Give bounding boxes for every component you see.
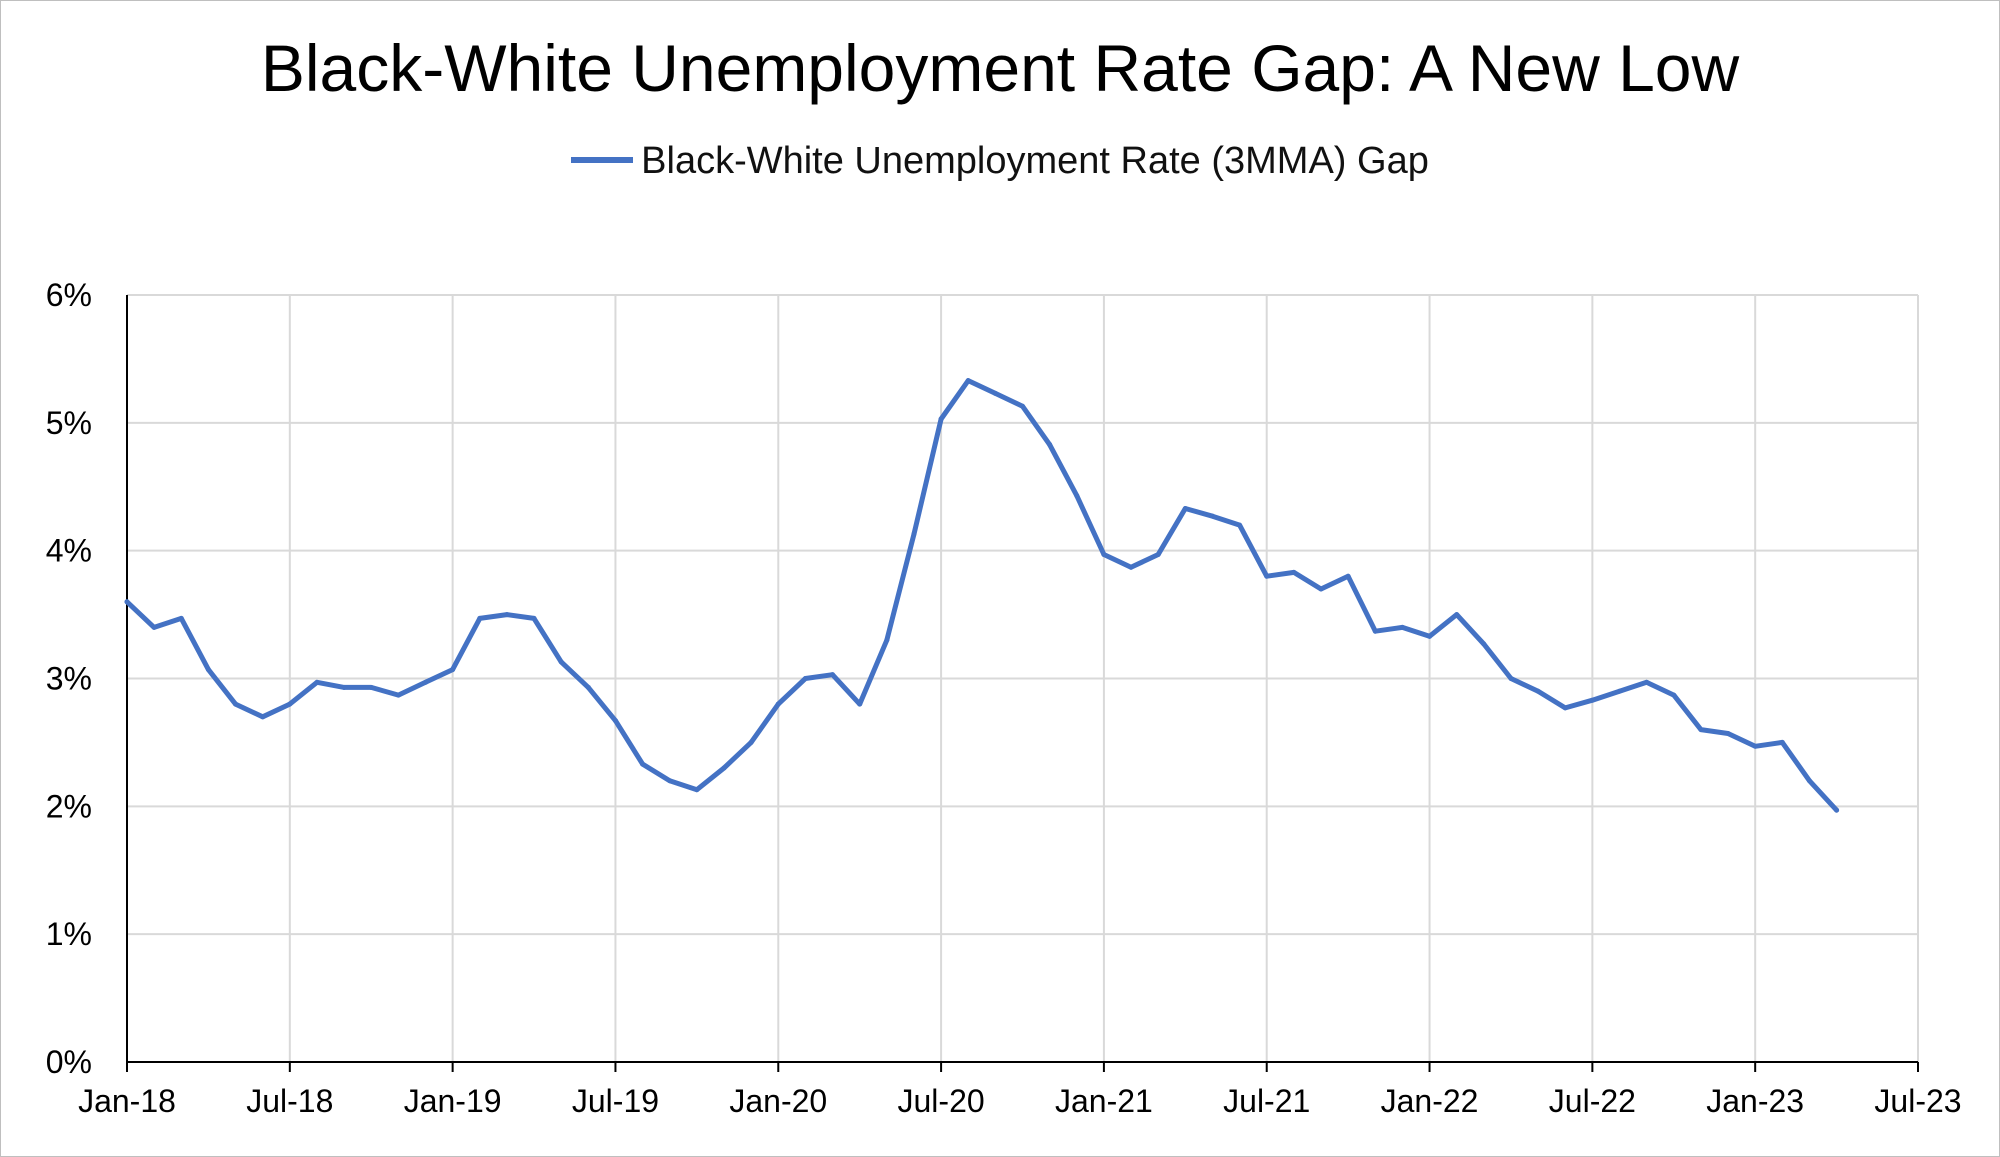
x-tick-label: Jul-18 bbox=[246, 1083, 333, 1119]
data-point bbox=[694, 787, 700, 793]
data-point bbox=[965, 378, 971, 384]
data-point bbox=[341, 684, 347, 690]
y-tick-label: 0% bbox=[46, 1044, 92, 1080]
data-point bbox=[1101, 552, 1107, 558]
data-point bbox=[1155, 552, 1161, 558]
data-point bbox=[1264, 573, 1270, 579]
y-tick-label: 5% bbox=[46, 405, 92, 441]
y-tick-label: 4% bbox=[46, 533, 92, 569]
data-point bbox=[748, 739, 754, 745]
data-point bbox=[124, 599, 130, 605]
legend: Black-White Unemployment Rate (3MMA) Gap bbox=[0, 140, 2000, 183]
data-point bbox=[1589, 697, 1595, 703]
data-point bbox=[1834, 807, 1840, 813]
data-point bbox=[1291, 569, 1297, 575]
data-point bbox=[368, 684, 374, 690]
legend-swatch bbox=[571, 156, 634, 163]
data-point bbox=[612, 718, 618, 724]
data-point bbox=[802, 676, 808, 681]
chart-title: Black-White Unemployment Rate Gap: A New… bbox=[260, 31, 1740, 105]
data-point bbox=[585, 684, 591, 690]
data-point bbox=[1698, 727, 1704, 733]
data-point bbox=[1074, 493, 1080, 499]
x-tick-label: Jul-23 bbox=[1874, 1083, 1961, 1119]
data-point bbox=[884, 637, 890, 643]
y-tick-labels: 0% 1% 2% 3% 4% 5% 6% bbox=[46, 277, 92, 1080]
data-point bbox=[857, 701, 863, 707]
gridlines bbox=[127, 294, 1919, 1062]
data-point bbox=[504, 612, 510, 618]
data-point bbox=[558, 659, 564, 665]
data-point bbox=[1209, 513, 1215, 519]
data-point bbox=[1562, 705, 1568, 711]
data-point bbox=[423, 679, 428, 685]
data-point bbox=[992, 390, 998, 396]
data-point bbox=[1671, 692, 1677, 698]
series-line-0 bbox=[124, 378, 1840, 813]
series-layer bbox=[124, 378, 1840, 813]
legend-label: Black-White Unemployment Rate (3MMA) Gap bbox=[641, 140, 1429, 182]
data-point bbox=[1481, 641, 1487, 647]
axes bbox=[126, 295, 1919, 1072]
data-point bbox=[1535, 688, 1541, 694]
data-point bbox=[1806, 778, 1812, 784]
data-point bbox=[721, 765, 727, 771]
data-point bbox=[151, 624, 157, 630]
x-tick-label: Jan-21 bbox=[1055, 1083, 1153, 1119]
data-point bbox=[667, 778, 673, 784]
data-point bbox=[1372, 628, 1378, 634]
data-point bbox=[1617, 688, 1622, 694]
data-point bbox=[1399, 624, 1405, 630]
data-point bbox=[450, 667, 456, 673]
x-tick-label: Jan-20 bbox=[729, 1083, 827, 1119]
y-tick-label: 3% bbox=[46, 661, 92, 697]
x-tick-labels: Jan-18 Jul-18 Jan-19 Jul-19 Jan-20 Jul-20 Jan-… bbox=[78, 1083, 1962, 1119]
data-point bbox=[531, 615, 537, 621]
data-point bbox=[938, 416, 944, 422]
x-tick-label: Jul-22 bbox=[1549, 1083, 1636, 1119]
data-point bbox=[477, 615, 483, 621]
x-tick-label: Jul-19 bbox=[572, 1083, 659, 1119]
data-point bbox=[911, 531, 917, 537]
data-point bbox=[1779, 739, 1785, 745]
data-point bbox=[775, 701, 781, 707]
data-point bbox=[1020, 403, 1025, 409]
data-point bbox=[1182, 505, 1188, 511]
x-tick-label: Jan-19 bbox=[404, 1083, 502, 1119]
data-point bbox=[830, 672, 836, 678]
data-point bbox=[1345, 573, 1351, 579]
x-tick-label: Jan-23 bbox=[1706, 1083, 1804, 1119]
data-point bbox=[178, 615, 184, 621]
data-point bbox=[1725, 730, 1731, 736]
data-point bbox=[233, 701, 239, 707]
x-tick-label: Jul-20 bbox=[898, 1083, 985, 1119]
data-point bbox=[1752, 743, 1758, 749]
x-tick-label: Jan-18 bbox=[78, 1083, 176, 1119]
data-point bbox=[640, 761, 646, 767]
data-point bbox=[1237, 522, 1243, 528]
data-point bbox=[1318, 586, 1324, 592]
y-tick-label: 2% bbox=[46, 788, 92, 824]
data-point bbox=[205, 667, 211, 673]
x-tick-label: Jul-21 bbox=[1223, 1083, 1310, 1119]
data-point bbox=[314, 679, 320, 685]
data-point bbox=[1508, 676, 1514, 681]
data-point bbox=[395, 692, 401, 698]
data-point bbox=[287, 701, 293, 707]
x-tick-label: Jan-22 bbox=[1381, 1083, 1479, 1119]
data-point bbox=[1427, 633, 1433, 639]
y-tick-label: 6% bbox=[46, 277, 92, 313]
data-point bbox=[260, 714, 266, 720]
data-point bbox=[1128, 564, 1134, 570]
data-point bbox=[1047, 442, 1053, 448]
data-point bbox=[1644, 679, 1650, 685]
data-point bbox=[1454, 612, 1460, 618]
y-tick-label: 1% bbox=[46, 916, 92, 952]
